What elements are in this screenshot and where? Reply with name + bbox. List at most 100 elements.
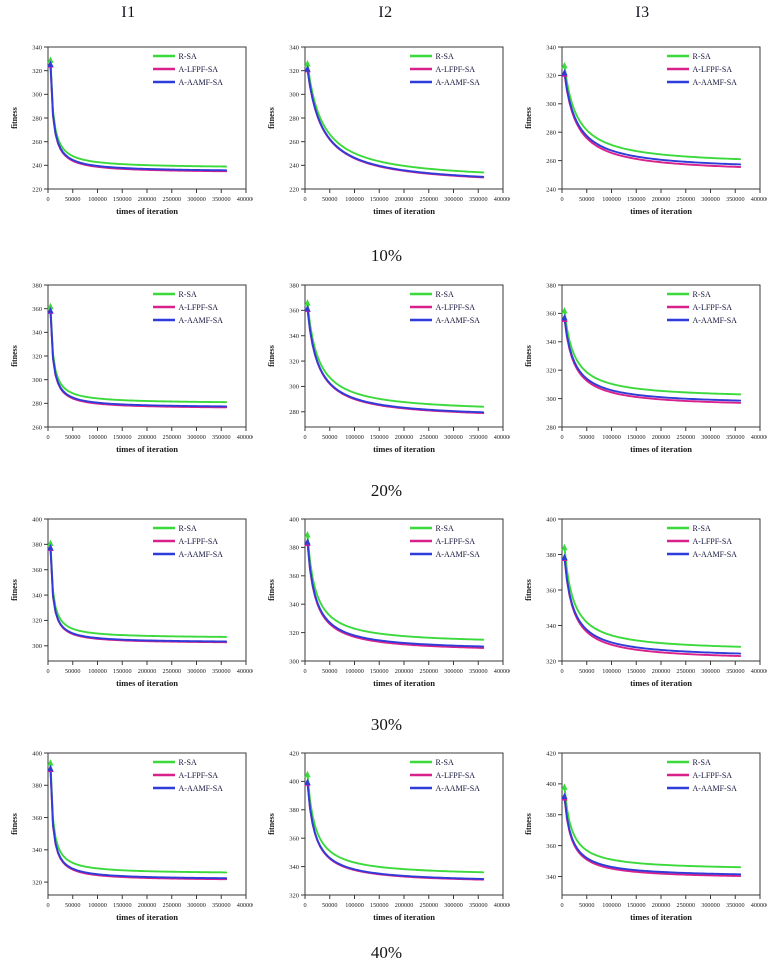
svg-text:150000: 150000 bbox=[113, 434, 132, 441]
svg-text:50000: 50000 bbox=[579, 196, 594, 203]
svg-text:300: 300 bbox=[546, 396, 556, 403]
svg-text:150000: 150000 bbox=[370, 902, 389, 909]
svg-text:400000: 400000 bbox=[237, 668, 253, 675]
svg-text:260: 260 bbox=[546, 158, 556, 165]
svg-text:420: 420 bbox=[289, 750, 299, 757]
chart-i2-40pct: 320 340 360 380 400 420 0 50000 100000 150000 2000… bbox=[267, 750, 510, 922]
svg-text:360: 360 bbox=[32, 306, 42, 313]
svg-text:100000: 100000 bbox=[602, 902, 621, 909]
svg-text:200000: 200000 bbox=[395, 434, 414, 441]
legend-label-R-SA: R-SA bbox=[436, 290, 454, 299]
svg-text:200000: 200000 bbox=[395, 668, 414, 675]
svg-text:0: 0 bbox=[560, 668, 563, 675]
svg-text:350000: 350000 bbox=[469, 196, 488, 203]
svg-text:300: 300 bbox=[289, 92, 299, 99]
svg-text:0: 0 bbox=[46, 902, 49, 909]
svg-text:340: 340 bbox=[546, 339, 556, 346]
series-line-R-SA bbox=[563, 64, 742, 161]
start-marker-R-SA bbox=[561, 543, 568, 551]
svg-text:250000: 250000 bbox=[419, 196, 438, 203]
svg-text:360: 360 bbox=[32, 815, 42, 822]
svg-text:260: 260 bbox=[32, 424, 42, 431]
svg-text:380: 380 bbox=[32, 783, 42, 790]
legend-label-R-SA: R-SA bbox=[179, 524, 197, 533]
series-line-R-SA bbox=[563, 786, 742, 869]
svg-text:280: 280 bbox=[289, 409, 299, 416]
series-line-A-LFPF-SA bbox=[563, 318, 742, 404]
svg-text:0: 0 bbox=[560, 196, 563, 203]
svg-text:400000: 400000 bbox=[237, 434, 253, 441]
start-marker-R-SA bbox=[561, 783, 568, 790]
svg-text:200000: 200000 bbox=[138, 196, 157, 203]
series-line-R-SA bbox=[306, 62, 485, 174]
svg-text:400000: 400000 bbox=[751, 902, 767, 909]
svg-text:380: 380 bbox=[289, 282, 299, 289]
svg-text:380: 380 bbox=[289, 807, 299, 814]
svg-text:times of iteration: times of iteration bbox=[373, 912, 435, 922]
svg-text:340: 340 bbox=[546, 623, 556, 630]
series-line-A-AAMF-SA bbox=[563, 316, 742, 402]
start-marker-R-SA bbox=[304, 299, 311, 306]
svg-text:260: 260 bbox=[32, 139, 42, 146]
svg-text:420: 420 bbox=[546, 750, 556, 757]
svg-text:50000: 50000 bbox=[579, 668, 594, 675]
legend-label-R-SA: R-SA bbox=[436, 52, 454, 61]
svg-text:times of iteration: times of iteration bbox=[373, 678, 435, 688]
svg-text:150000: 150000 bbox=[627, 196, 646, 203]
start-marker-A-AAMF-SA bbox=[561, 68, 568, 76]
chart-row-20pct: 260 280 300 320 340 360 380 0 50000 100000 150000 2… bbox=[0, 276, 773, 474]
chart-i1-20pct: 260 280 300 320 340 360 380 0 50000 100000 150000 2… bbox=[10, 282, 253, 454]
column-title-i2: I2 bbox=[378, 4, 393, 21]
svg-text:320: 320 bbox=[289, 892, 299, 899]
svg-text:400: 400 bbox=[32, 750, 42, 757]
svg-text:times of iteration: times of iteration bbox=[373, 444, 435, 454]
svg-text:240: 240 bbox=[546, 186, 556, 193]
svg-text:300000: 300000 bbox=[444, 668, 463, 675]
chart-row-10pct: 220 240 260 280 300 320 340 0 50000 100000 150000 2… bbox=[0, 38, 773, 236]
svg-text:150000: 150000 bbox=[627, 434, 646, 441]
svg-text:100000: 100000 bbox=[602, 668, 621, 675]
svg-text:300000: 300000 bbox=[444, 434, 463, 441]
svg-text:340: 340 bbox=[289, 602, 299, 609]
svg-text:280: 280 bbox=[546, 424, 556, 431]
svg-text:340: 340 bbox=[289, 333, 299, 340]
start-marker-A-AAMF-SA bbox=[304, 778, 311, 786]
svg-text:300: 300 bbox=[32, 92, 42, 99]
svg-text:0: 0 bbox=[46, 668, 49, 675]
svg-text:fitness: fitness bbox=[267, 107, 276, 129]
svg-text:fitness: fitness bbox=[267, 813, 276, 835]
svg-text:200000: 200000 bbox=[652, 434, 671, 441]
svg-text:times of iteration: times of iteration bbox=[116, 678, 178, 688]
column-title-i1: I1 bbox=[121, 4, 136, 21]
svg-text:50000: 50000 bbox=[322, 434, 337, 441]
svg-text:250000: 250000 bbox=[676, 668, 695, 675]
series-line-A-AAMF-SA bbox=[49, 309, 228, 408]
start-marker-A-AAMF-SA bbox=[47, 306, 54, 314]
svg-text:380: 380 bbox=[546, 812, 556, 819]
series-line-A-AAMF-SA bbox=[306, 67, 485, 178]
svg-text:100000: 100000 bbox=[345, 668, 364, 675]
series-line-A-LFPF-SA bbox=[563, 73, 742, 168]
svg-text:100000: 100000 bbox=[602, 196, 621, 203]
legend-label-A-LFPF-SA: A-LFPF-SA bbox=[179, 537, 219, 546]
legend-label-A-LFPF-SA: A-LFPF-SA bbox=[693, 65, 733, 74]
svg-text:320: 320 bbox=[546, 73, 556, 80]
svg-text:400: 400 bbox=[289, 516, 299, 523]
svg-text:200000: 200000 bbox=[395, 902, 414, 909]
legend-label-R-SA: R-SA bbox=[693, 524, 711, 533]
svg-text:400000: 400000 bbox=[494, 434, 510, 441]
start-marker-R-SA bbox=[47, 759, 54, 766]
series-line-A-AAMF-SA bbox=[306, 307, 485, 414]
legend-label-R-SA: R-SA bbox=[436, 758, 454, 767]
svg-text:times of iteration: times of iteration bbox=[630, 444, 692, 454]
svg-text:240: 240 bbox=[32, 163, 42, 170]
series-line-A-AAMF-SA bbox=[49, 767, 228, 880]
svg-text:times of iteration: times of iteration bbox=[116, 206, 178, 216]
svg-text:200000: 200000 bbox=[395, 196, 414, 203]
svg-text:250000: 250000 bbox=[676, 902, 695, 909]
svg-text:400000: 400000 bbox=[237, 902, 253, 909]
series-line-R-SA bbox=[306, 301, 485, 408]
svg-text:350000: 350000 bbox=[726, 902, 745, 909]
legend-label-R-SA: R-SA bbox=[693, 290, 711, 299]
